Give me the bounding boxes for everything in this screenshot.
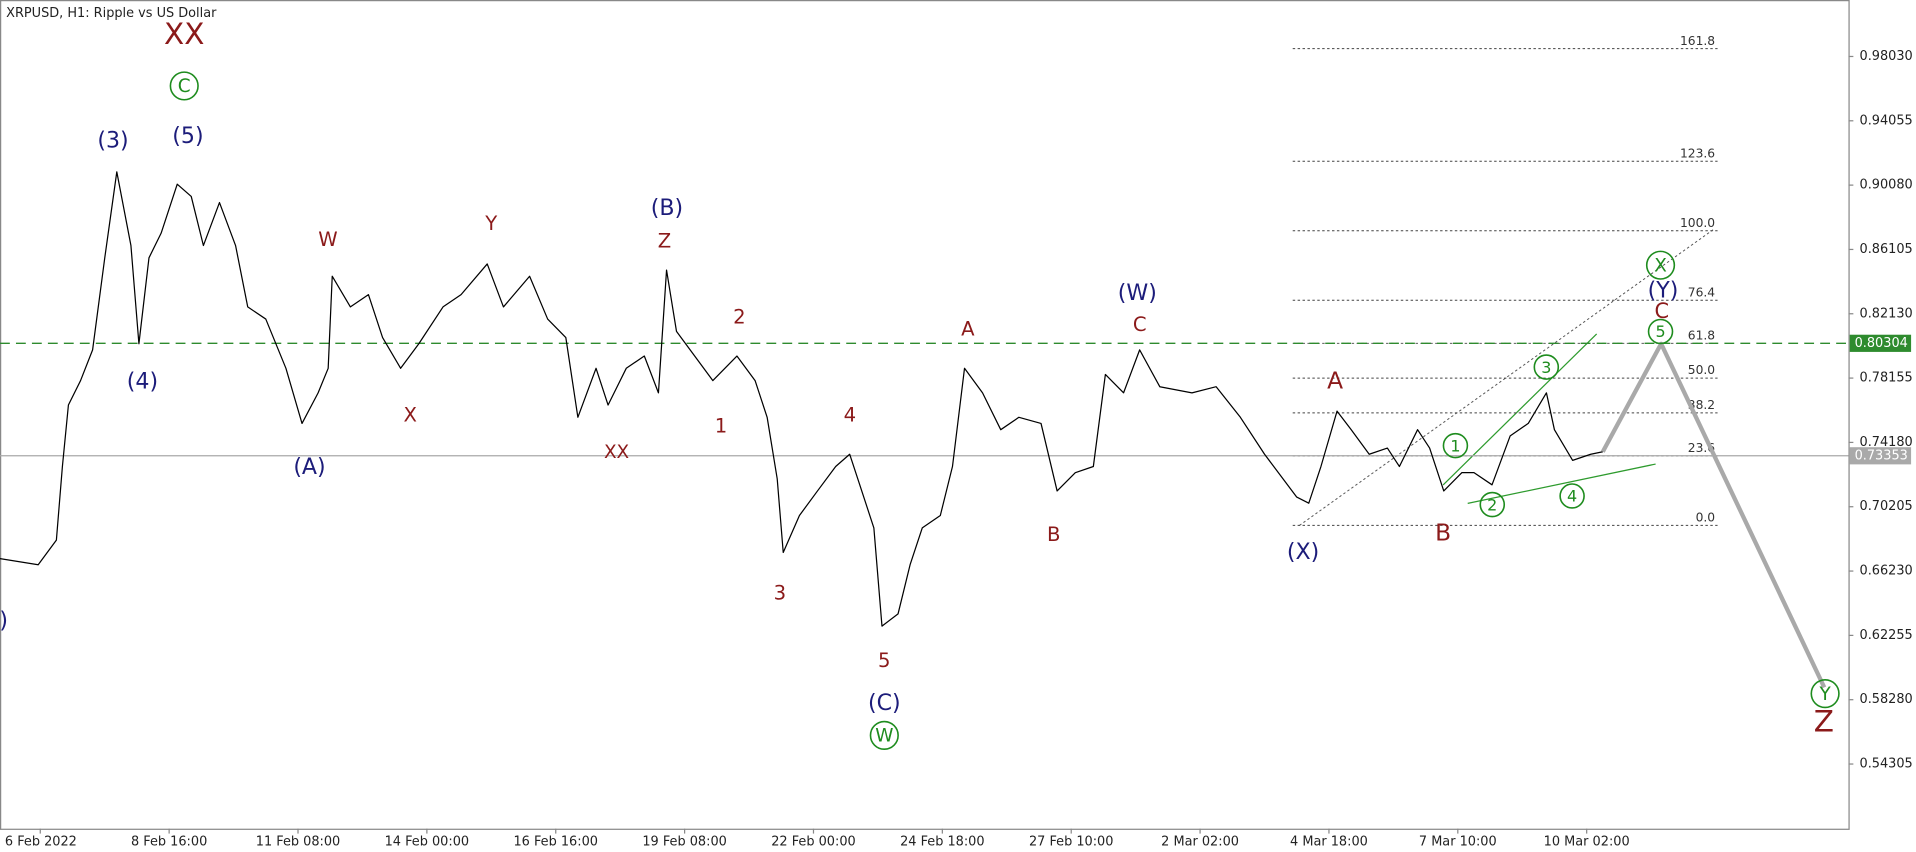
x-tick-label: 7 Mar 10:00: [1419, 835, 1497, 850]
channel-line: [1299, 229, 1714, 526]
y-tick-label: 0.82130: [1860, 306, 1913, 321]
wave-label: (C): [868, 690, 901, 716]
x-tick-label: 6 Feb 2022: [5, 835, 77, 850]
wave-label: ): [0, 608, 8, 634]
x-tick-label: 10 Mar 02:00: [1544, 835, 1630, 850]
y-tick-label: 0.86105: [1860, 242, 1913, 257]
wave-label: 5: [878, 649, 891, 672]
wave-label: 1: [715, 415, 728, 438]
channel-line: [1442, 333, 1598, 486]
fib-label: 123.6: [1680, 146, 1715, 160]
wave-label: 3: [774, 582, 787, 605]
x-tick-label: 27 Feb 10:00: [1029, 835, 1113, 850]
wave-label: (3): [97, 128, 128, 154]
fib-label: 0.0: [1696, 511, 1716, 525]
wave-label: C: [1654, 299, 1669, 323]
y-tick-label: 0.98030: [1860, 49, 1913, 64]
wave-label: W: [318, 228, 337, 251]
wave-label: 5: [1655, 322, 1665, 341]
wave-label: XX: [604, 442, 630, 463]
price-tag-label: 0.80304: [1855, 336, 1908, 351]
wave-label: Z: [658, 229, 671, 252]
x-tick-label: 8 Feb 16:00: [131, 835, 207, 850]
x-tick-label: 22 Feb 00:00: [771, 835, 855, 850]
wave-label: 3: [1541, 358, 1551, 377]
fib-label: 100.0: [1680, 216, 1715, 230]
y-tick-label: 0.62255: [1860, 628, 1913, 643]
wave-label: B: [1435, 519, 1451, 547]
price-tag: [1849, 447, 1912, 465]
y-tick-label: 0.94055: [1860, 113, 1913, 128]
wave-label: Z: [1814, 705, 1834, 739]
y-tick-label: 0.54305: [1860, 757, 1913, 772]
wave-label: 4: [844, 404, 857, 427]
wave-label: C: [1133, 313, 1147, 336]
wave-label: Y: [1818, 684, 1831, 705]
wave-circle: [1479, 491, 1506, 518]
wave-label: (W): [1118, 280, 1157, 306]
channel-line: [1467, 463, 1656, 504]
y-tick-label: 0.70205: [1860, 499, 1913, 514]
x-tick-label: 11 Feb 08:00: [256, 835, 340, 850]
y-tick-label: 0.66230: [1860, 564, 1913, 579]
x-tick-label: 4 Mar 18:00: [1290, 835, 1368, 850]
wave-label: (A): [293, 454, 325, 480]
y-tick-label: 0.78155: [1860, 371, 1913, 386]
wave-label: (B): [651, 195, 683, 221]
price-line-series: [0, 171, 1603, 627]
wave-label: W: [875, 726, 893, 747]
wave-label: (5): [172, 123, 203, 149]
wave-label: A: [961, 318, 975, 341]
wave-circle: [1442, 432, 1469, 459]
x-tick-label: 24 Feb 18:00: [900, 835, 984, 850]
wave-circle: [169, 71, 199, 101]
x-tick-label: 16 Feb 16:00: [513, 835, 597, 850]
wave-label: X: [1654, 255, 1667, 276]
fib-label: 76.4: [1688, 285, 1716, 299]
y-tick-label: 0.58280: [1860, 692, 1913, 707]
wave-label: XX: [164, 17, 204, 51]
wave-label: (X): [1287, 539, 1319, 565]
price-tag: [1849, 334, 1912, 352]
chart-title: XRPUSD, H1: Ripple vs US Dollar: [6, 6, 217, 21]
wave-label: X: [403, 404, 416, 427]
y-tick-label: 0.74180: [1860, 435, 1913, 450]
plot-frame: [0, 0, 1850, 830]
wave-label: 4: [1567, 487, 1577, 506]
wave-label: (Y): [1648, 277, 1679, 303]
wave-circle: [1810, 679, 1840, 709]
wave-label: 2: [1487, 495, 1497, 514]
fib-label: 50.0: [1688, 363, 1715, 377]
wave-circle: [1533, 354, 1560, 380]
x-tick-label: 2 Mar 02:00: [1161, 835, 1239, 850]
wave-label: (4): [127, 368, 158, 394]
wave-circle: [1647, 318, 1674, 345]
fib-label: 38.2: [1688, 398, 1715, 412]
wave-label: Y: [484, 212, 498, 235]
fib-label: 161.8: [1680, 34, 1715, 48]
wave-label: 2: [733, 305, 746, 328]
fib-label: 61.8: [1688, 328, 1715, 342]
price-tag-label: 0.73353: [1855, 448, 1908, 463]
x-tick-label: 19 Feb 08:00: [642, 835, 726, 850]
wave-label: C: [178, 76, 191, 97]
wave-circle: [869, 720, 899, 750]
wave-label: B: [1047, 523, 1060, 546]
x-tick-label: 14 Feb 00:00: [385, 835, 469, 850]
wave-circle: [1645, 250, 1676, 280]
y-tick-label: 0.90080: [1860, 178, 1913, 193]
wave-label: 1: [1450, 436, 1460, 455]
wave-label: A: [1327, 366, 1343, 394]
wave-circle: [1559, 483, 1585, 509]
